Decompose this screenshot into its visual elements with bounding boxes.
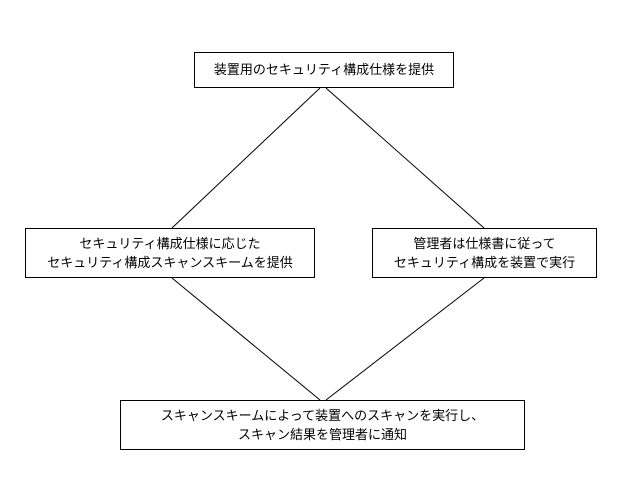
- node-left: セキュリティ構成仕様に応じた セキュリティ構成スキャンスキームを提供: [25, 228, 315, 278]
- edge-left-bottom: [172, 278, 320, 400]
- edge-top-left: [172, 88, 320, 228]
- node-right-label: 管理者は仕様書に従って セキュリティ構成を装置で実行: [394, 234, 575, 273]
- node-bottom-label: スキャンスキームによって装置へのスキャンを実行し、 スキャン結果を管理者に通知: [161, 406, 484, 445]
- node-left-label: セキュリティ構成仕様に応じた セキュリティ構成スキャンスキームを提供: [47, 234, 293, 273]
- flowchart-canvas: 装置用のセキュリティ構成仕様を提供セキュリティ構成仕様に応じた セキュリティ構成…: [0, 0, 640, 503]
- edge-right-bottom: [326, 278, 484, 400]
- node-top: 装置用のセキュリティ構成仕様を提供: [194, 52, 454, 88]
- edge-top-right: [326, 88, 484, 228]
- node-top-label: 装置用のセキュリティ構成仕様を提供: [214, 60, 434, 80]
- node-bottom: スキャンスキームによって装置へのスキャンを実行し、 スキャン結果を管理者に通知: [120, 400, 525, 450]
- node-right: 管理者は仕様書に従って セキュリティ構成を装置で実行: [372, 228, 597, 278]
